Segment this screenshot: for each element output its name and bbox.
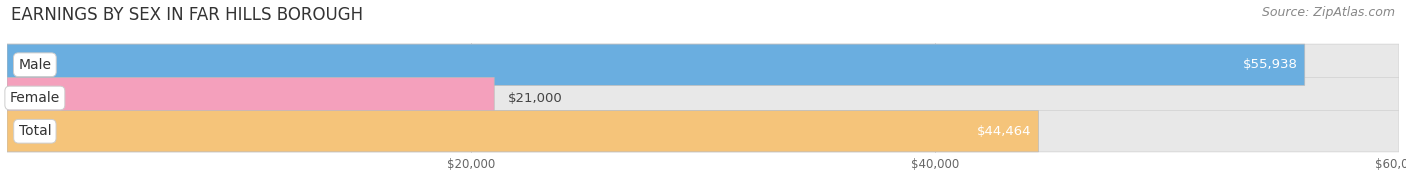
- Text: Female: Female: [10, 91, 60, 105]
- Text: $55,938: $55,938: [1243, 58, 1298, 71]
- FancyBboxPatch shape: [7, 77, 495, 119]
- FancyBboxPatch shape: [7, 111, 1039, 152]
- FancyBboxPatch shape: [7, 77, 1399, 119]
- Text: Source: ZipAtlas.com: Source: ZipAtlas.com: [1261, 6, 1395, 19]
- FancyBboxPatch shape: [7, 44, 1305, 85]
- Text: $21,000: $21,000: [508, 92, 562, 104]
- FancyBboxPatch shape: [7, 44, 1399, 85]
- Text: $44,464: $44,464: [977, 125, 1032, 138]
- Text: Male: Male: [18, 58, 52, 72]
- Text: EARNINGS BY SEX IN FAR HILLS BOROUGH: EARNINGS BY SEX IN FAR HILLS BOROUGH: [11, 6, 363, 24]
- FancyBboxPatch shape: [7, 111, 1399, 152]
- Text: Total: Total: [18, 124, 51, 138]
